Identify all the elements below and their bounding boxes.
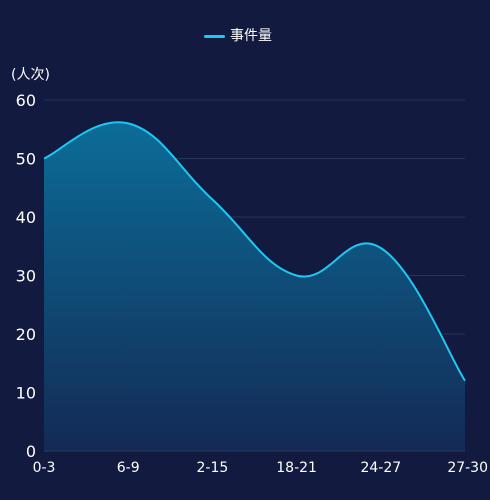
x-tick-label: 27-30 bbox=[447, 460, 488, 476]
y-tick-label: 0 bbox=[26, 442, 36, 461]
x-tick-label: 24-27 bbox=[360, 460, 401, 476]
x-tick-label: 0-3 bbox=[33, 460, 56, 476]
y-tick-label: 10 bbox=[16, 384, 36, 403]
area-series bbox=[42, 121, 467, 451]
x-tick-label: 18-21 bbox=[276, 460, 317, 476]
y-axis-unit-label: (人次) bbox=[11, 67, 50, 83]
y-tick-label: 50 bbox=[16, 150, 36, 169]
legend[interactable]: 事件量 bbox=[204, 27, 272, 45]
data-point[interactable] bbox=[126, 121, 130, 125]
data-point[interactable] bbox=[463, 379, 467, 383]
series-line bbox=[43, 121, 466, 382]
tick-labels: 0 10 20 30 40 50 60 0-3 6-9 2-15 18-21 24-27 27-30 bbox=[16, 91, 488, 476]
legend-swatch bbox=[204, 34, 225, 38]
x-tick-label: 6-9 bbox=[117, 460, 140, 476]
legend-label: 事件量 bbox=[230, 28, 272, 44]
data-point[interactable] bbox=[295, 274, 299, 278]
y-tick-label: 20 bbox=[16, 325, 36, 344]
y-tick-label: 30 bbox=[16, 267, 36, 286]
data-point[interactable] bbox=[210, 197, 214, 201]
y-tick-label: 40 bbox=[16, 208, 36, 227]
data-point[interactable] bbox=[379, 246, 383, 250]
data-point[interactable] bbox=[42, 157, 46, 161]
x-tick-label: 2-15 bbox=[197, 460, 229, 476]
area-fill bbox=[44, 122, 465, 451]
y-tick-label: 60 bbox=[16, 91, 36, 110]
